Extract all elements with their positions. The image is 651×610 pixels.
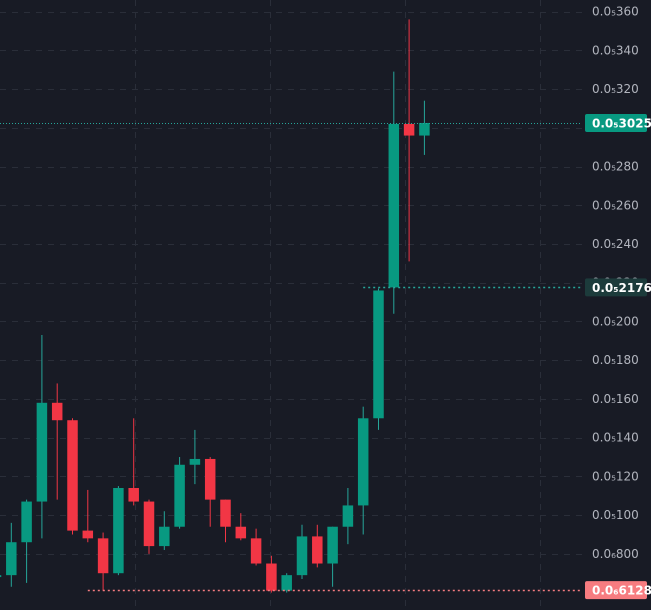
y-tick-label: 0.0₅280: [592, 160, 639, 174]
candle: [403, 19, 415, 262]
candle-body: [388, 123, 400, 288]
candle-body: [143, 501, 155, 547]
candle: [235, 513, 247, 541]
grid: [0, 0, 582, 610]
y-tick-label: 0.0₅200: [592, 314, 639, 328]
candle: [388, 71, 400, 314]
candle-body: [36, 402, 48, 502]
candle-body: [266, 563, 277, 591]
candle-body: [128, 488, 139, 502]
price-tags: 0.0₅3025 0.0₅21762 0.0₆61282: [585, 113, 651, 600]
candle: [312, 524, 323, 568]
candle-body: [327, 526, 338, 564]
candle: [97, 532, 109, 591]
candle: [0, 575, 2, 578]
candle: [113, 486, 124, 576]
candle: [128, 418, 139, 506]
candle-body: [82, 530, 94, 539]
candle: [174, 457, 185, 529]
y-tick-label: 0.0₅340: [592, 43, 639, 57]
y-tick-label: 0.0₆800: [592, 547, 639, 561]
candle-body: [403, 123, 415, 136]
price-tag: 0.0₅3025: [585, 113, 651, 132]
y-tick-label: 0.0₅120: [592, 469, 639, 483]
y-tick-label: 0.0₅240: [592, 237, 639, 251]
y-tick-label: 0.0₅100: [592, 508, 639, 522]
candle-body: [357, 418, 369, 506]
candle-body: [0, 575, 2, 578]
candle: [159, 511, 170, 550]
price-lines: [0, 123, 582, 592]
candle-body: [281, 575, 292, 591]
candle: [342, 488, 354, 545]
candle: [51, 383, 63, 500]
price-tag-label: 0.0₅21762: [592, 281, 651, 295]
candle: [189, 429, 201, 485]
candle: [36, 335, 48, 539]
candle: [419, 100, 430, 155]
y-tick-label: 0.0₅320: [592, 82, 639, 96]
candle: [250, 528, 262, 566]
candle-body: [419, 122, 430, 136]
candle-body: [204, 458, 216, 500]
candle-body: [296, 536, 308, 576]
candle-body: [235, 526, 247, 539]
y-tick-label: 0.0₅180: [592, 353, 639, 367]
candle-body: [250, 538, 262, 564]
candle: [296, 524, 308, 580]
candle: [6, 522, 17, 587]
candle-body: [6, 542, 17, 576]
candles: [0, 19, 430, 593]
y-tick-label: 0.0₅140: [592, 431, 639, 445]
candle: [373, 288, 384, 430]
price-tag-bg: [585, 278, 647, 297]
candle: [281, 573, 292, 593]
y-tick-label: 0.0₅160: [592, 392, 639, 406]
candle: [21, 499, 32, 583]
price-tag-label: 0.0₅3025: [592, 116, 651, 130]
candle: [82, 489, 94, 543]
candle-body: [312, 536, 323, 564]
candle-body: [113, 488, 124, 574]
candle-body: [342, 505, 354, 527]
y-tick-label: 0.0₅260: [592, 198, 639, 212]
price-tag-bg: [585, 113, 647, 132]
candle: [67, 418, 78, 535]
candle: [143, 499, 155, 554]
price-tag-label: 0.0₆61282: [592, 584, 651, 598]
candle-body: [159, 526, 170, 547]
candle-body: [67, 420, 78, 531]
candle-body: [189, 458, 201, 465]
y-tick-label: 0.0₅360: [592, 5, 639, 19]
candle-body: [51, 402, 63, 421]
price-tag: 0.0₅21762: [585, 278, 651, 297]
candle-body: [97, 538, 109, 574]
candle: [266, 555, 277, 593]
candle-body: [21, 501, 32, 543]
candle-body: [174, 464, 185, 527]
price-tag: 0.0₆61282: [585, 581, 651, 600]
candle: [204, 457, 216, 527]
candle-body: [373, 290, 384, 419]
candle: [327, 526, 338, 587]
price-tag-bg: [585, 581, 647, 600]
candle: [220, 499, 231, 543]
candle-body: [220, 499, 231, 527]
candle: [357, 406, 369, 535]
